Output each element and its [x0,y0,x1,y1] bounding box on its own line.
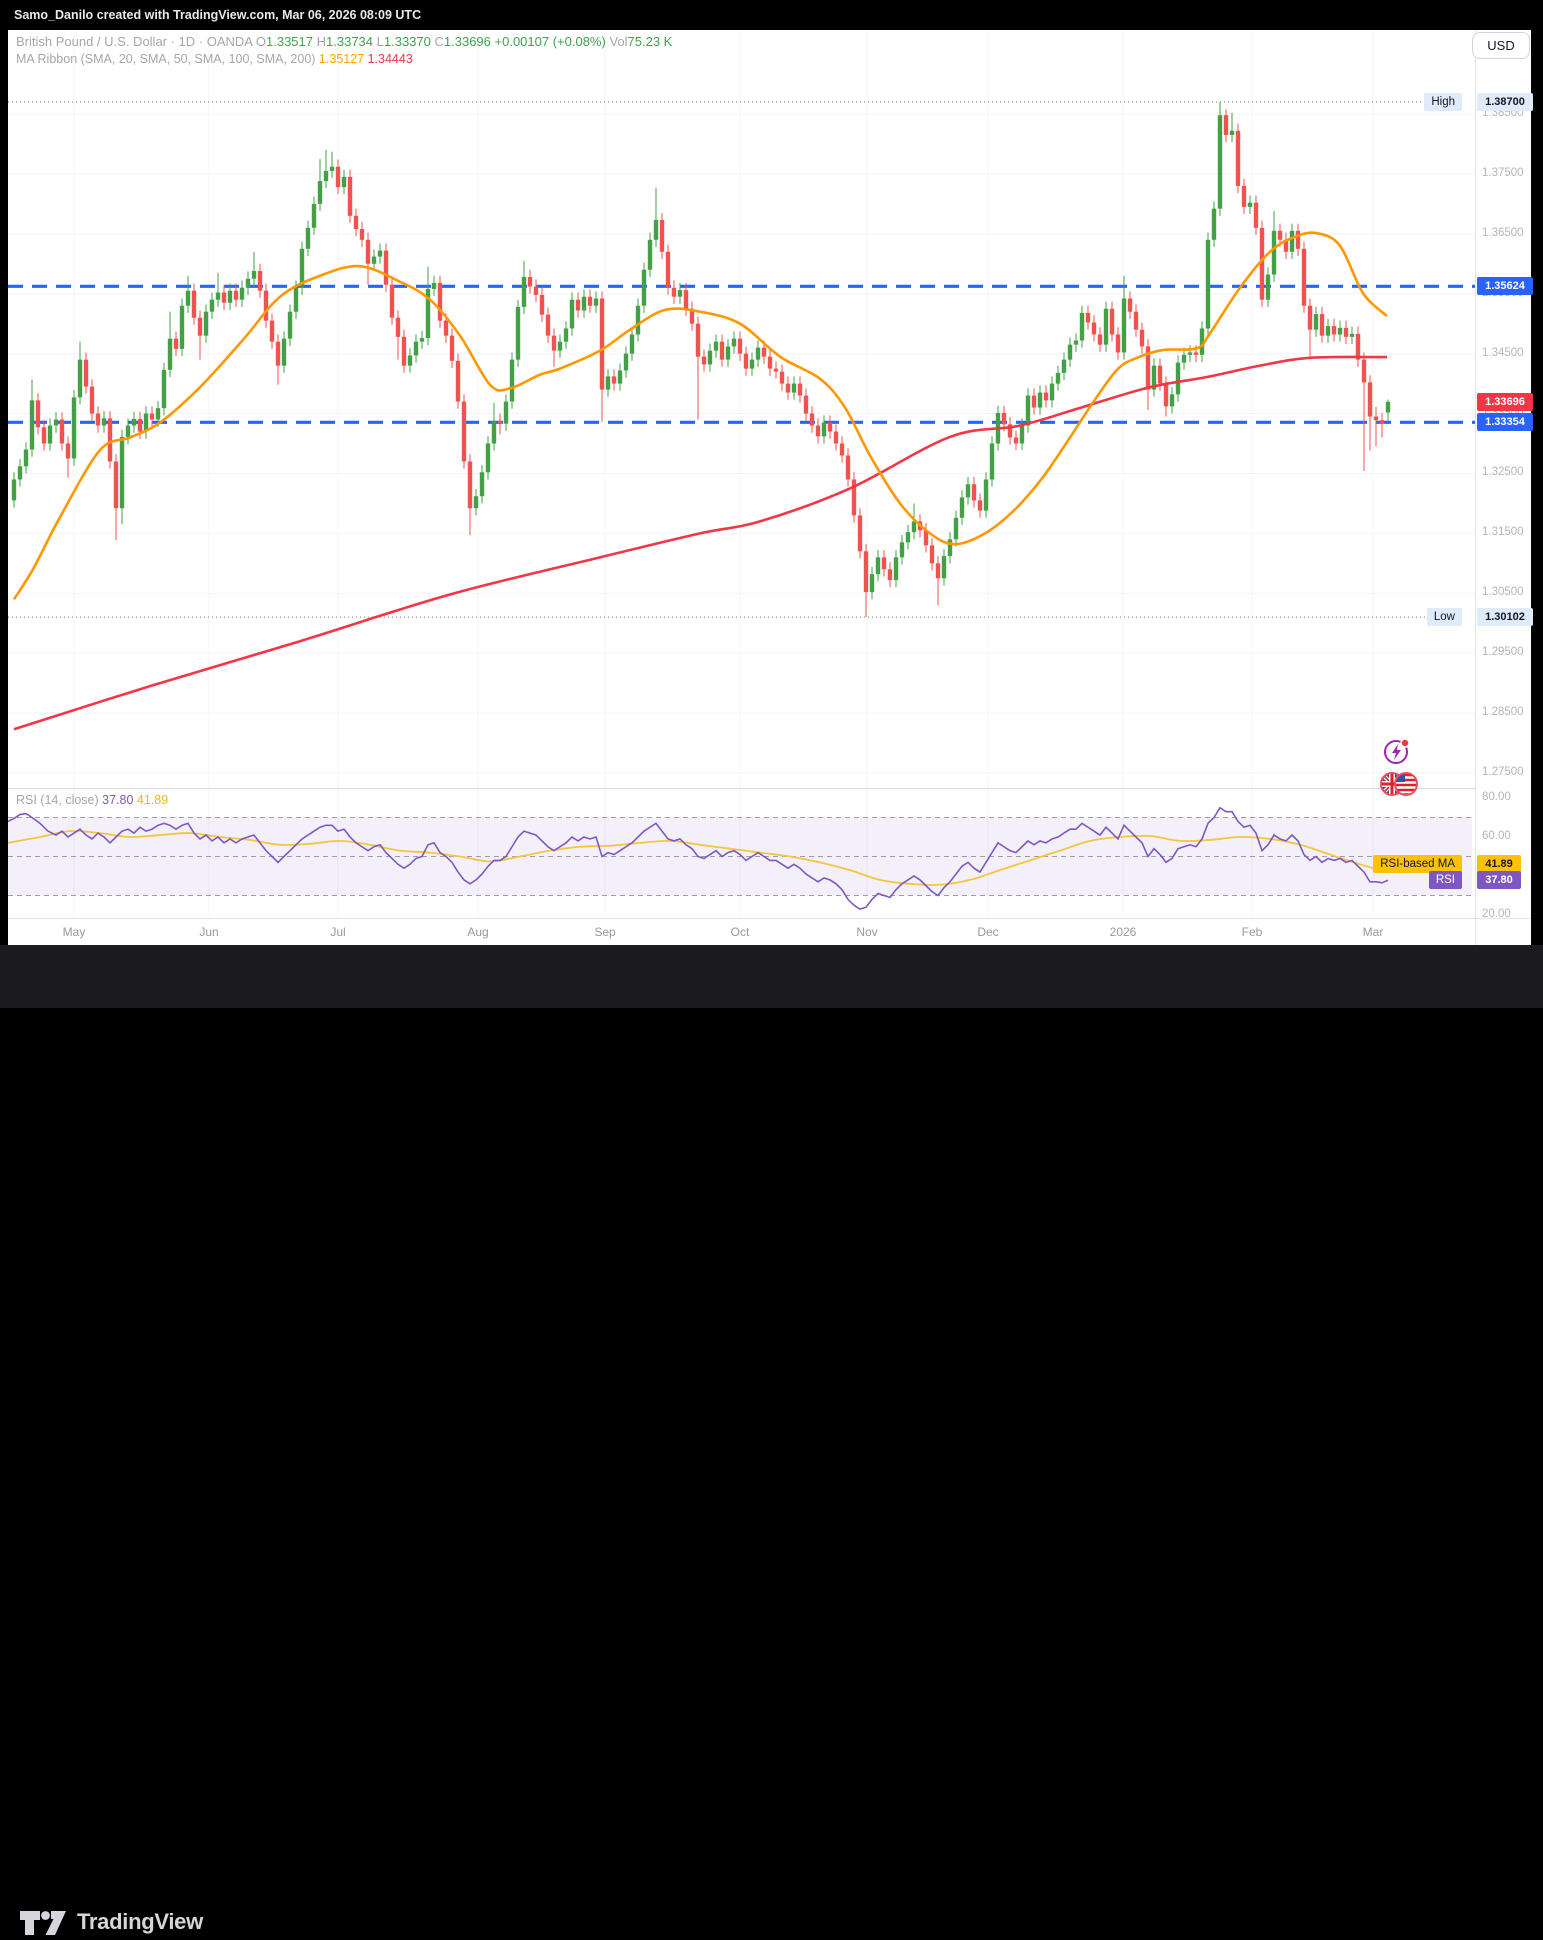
time-tick: Oct [730,925,750,939]
indicator-legend-row: MA Ribbon (SMA, 20, SMA, 50, SMA, 100, S… [16,51,672,68]
time-tick: Sep [594,925,616,939]
close-label: C [434,34,444,49]
time-tick: May [62,925,86,939]
time-tick: Mar [1362,925,1384,939]
close-value: 1.33696 [443,34,491,49]
low-price-label: 1.30102 [1477,608,1533,627]
time-tick: 2026 [1109,925,1137,939]
tradingview-logo-text: TradingView [77,1909,203,1934]
chart-canvas[interactable]: British Pound / U.S. Dollar · 1D · OANDA… [8,30,1533,945]
rsi-pill: RSI [1428,871,1462,890]
last-price-label: 1.33696 [1477,392,1533,411]
horizontal-level-lines [8,284,1475,424]
tradingview-logo[interactable]: TradingView [18,1904,203,1940]
ma-ribbon-label: MA Ribbon (SMA, 20, SMA, 50, SMA, 100, S… [16,51,316,66]
resistance-level-label[interactable]: 1.35624 [1477,277,1533,296]
ma-ribbon-slow-value: 1.34443 [367,51,413,66]
symbol-title: British Pound / U.S. Dollar · 1D · OANDA [16,34,253,49]
price-axis-separator [1475,30,1476,945]
price-tick: 1.31500 [1482,526,1524,539]
rsi-value-label: 37.80 [1477,871,1521,890]
time-tick: Jul [330,925,346,939]
branding-bar: TradingView [0,945,1543,1935]
rsi-tick: 80.00 [1482,790,1511,803]
volume-label: Vol [609,34,628,49]
low-value: 1.33370 [383,34,431,49]
high-marker-label: High [1424,93,1462,112]
symbol-title-row: British Pound / U.S. Dollar · 1D · OANDA… [16,34,672,51]
low-label: L [376,34,384,49]
price-tick: 1.29500 [1482,646,1524,659]
price-tick: 1.37500 [1482,166,1524,179]
support-level-label[interactable]: 1.33354 [1477,413,1533,432]
ma-ribbon-fast-value: 1.35127 [318,51,365,66]
candles-layer [11,102,1391,618]
sma-200-line [13,355,1388,731]
price-axis[interactable]: 1.385001.375001.365001.355001.345001.335… [1476,30,1531,945]
price-tick: 1.34500 [1482,346,1524,359]
chart-corner-icons[interactable] [1372,736,1432,806]
time-tick: Feb [1241,925,1263,939]
flash-alert-icon[interactable] [1384,738,1410,764]
rsi-ma-pill: RSI-based MA [1373,855,1462,874]
rsi-line [8,806,1389,911]
rsi-pane [8,806,1472,911]
time-tick: Jun [199,925,219,939]
price-tick: 1.30500 [1482,586,1524,599]
sma-20-line [12,231,1388,600]
price-tick: 1.32500 [1482,466,1524,479]
grid-layer [8,30,1475,918]
change-value: +0.00107 (+0.08%) [494,34,606,49]
attribution-text: Samo_Danilo created with TradingView.com… [14,8,422,22]
price-tick: 1.36500 [1482,226,1524,239]
high-label: H [316,34,327,49]
symbol-legend: British Pound / U.S. Dollar · 1D · OANDA… [16,34,672,67]
rsi-tick: 20.00 [1482,908,1511,920]
price-tick: 1.27500 [1482,766,1524,778]
time-axis[interactable]: May Jun Jul Aug Sep Oct Nov Dec 2026 Feb Mar [8,919,1475,945]
right-edge-strip [1531,30,1543,945]
time-tick: Aug [467,925,489,939]
open-label: O [255,34,266,49]
left-edge-strip [0,30,8,945]
rsi-title: RSI (14, close) [16,793,99,807]
usd-flag [1395,773,1417,795]
chart-svg[interactable] [8,30,1531,945]
time-tick: Dec [977,925,999,939]
rsi-ma-value-label: 41.89 [1477,855,1521,874]
rsi-pane-separator[interactable] [8,788,1475,789]
attribution-bar: Samo_Danilo created with TradingView.com… [0,0,1543,30]
high-low-dotted-lines [8,101,1434,618]
rsi-ma-current-value: 41.89 [136,793,169,807]
time-axis-separator [8,918,1531,919]
currency-toggle-button[interactable]: USD [1472,32,1530,59]
open-value: 1.33517 [266,34,313,49]
volume-value: 75.23 K [627,34,673,49]
rsi-tick: 60.00 [1482,830,1511,842]
tradingview-logo-icon [20,1911,66,1935]
price-tick: 1.28500 [1482,706,1524,719]
rsi-legend: RSI (14, close) 37.80 41.89 [16,793,168,807]
time-tick: Nov [856,925,878,939]
high-value: 1.33734 [326,34,374,49]
high-price-label: 1.38700 [1477,93,1533,112]
rsi-current-value: 37.80 [102,793,134,807]
currency-pair-flags-icon [1380,772,1418,796]
low-marker-label: Low [1426,608,1462,627]
